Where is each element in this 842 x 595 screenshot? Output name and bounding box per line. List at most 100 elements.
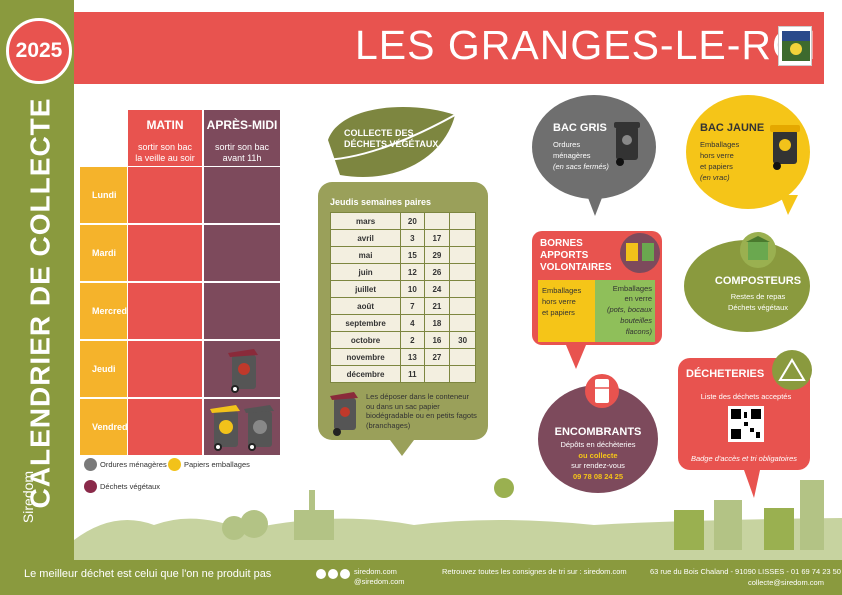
vegetal-cell-month: juillet xyxy=(329,280,402,298)
bornes-right2: en verre xyxy=(624,294,652,303)
legend-grey-dot xyxy=(84,458,97,471)
vegetal-cell-d3 xyxy=(449,314,476,332)
vegetal-cell-d1: 2 xyxy=(400,331,425,349)
decheteries-tail xyxy=(744,470,760,498)
afternoon-label: APRÈS-MIDI xyxy=(206,118,278,132)
vegetal-row: juin 12 26 xyxy=(329,263,476,281)
twitter-icon[interactable] xyxy=(328,569,338,579)
bin-vegetal-icon xyxy=(228,349,258,393)
vegetal-table: mars 20 avril 3 17 mai 15 29 juin 12 26 juillet 10 24… xyxy=(329,212,476,383)
header-bar xyxy=(74,12,824,84)
vegetal-row: mai 15 29 xyxy=(329,246,476,264)
encombrants-phone[interactable]: 09 78 08 24 25 xyxy=(572,472,624,481)
composteurs-line2: Déchets végétaux xyxy=(727,303,789,312)
vegetal-cell-d3 xyxy=(449,229,476,247)
vegetal-cell-d2 xyxy=(423,365,451,383)
fridge-icon-bg xyxy=(585,374,619,408)
vegetal-cell-d1: 20 xyxy=(400,212,425,230)
footer-retrouvez: Retrouvez toutes les consignes de tri su… xyxy=(442,567,627,576)
vegetal-cell-d3 xyxy=(449,297,476,315)
social-icons xyxy=(316,569,350,579)
vegetal-cell-d2: 16 xyxy=(423,331,451,349)
skyline-illustration xyxy=(74,478,842,562)
cell-jeudi-apresmidi xyxy=(204,341,280,397)
bin-yellow-bubble-icon xyxy=(770,125,800,170)
cell-mardi-matin xyxy=(128,225,202,281)
vegetal-cell-d3: 30 xyxy=(449,331,476,349)
vegetal-cell-month: octobre xyxy=(329,331,402,349)
footer-handle[interactable]: @siredom.com xyxy=(354,577,405,586)
bin-grey-icon xyxy=(244,405,274,451)
composteur-icon-bg xyxy=(740,232,776,268)
legend-dv: Déchets végétaux xyxy=(100,482,161,491)
vegetal-cell-d2: 17 xyxy=(423,229,451,247)
footer-email[interactable]: collecte@siredom.com xyxy=(748,578,824,587)
vegetal-cell-d1: 11 xyxy=(400,365,425,383)
vegetal-cell-month: avril xyxy=(329,229,402,247)
qr-code-icon xyxy=(731,409,761,439)
vegetal-cell-d1: 3 xyxy=(400,229,425,247)
vegetal-row: juillet 10 24 xyxy=(329,280,476,298)
vegetal-row: octobre 2 16 30 xyxy=(329,331,476,349)
bornes-left-box xyxy=(538,280,595,342)
vegetal-row: décembre 11 xyxy=(329,365,476,383)
town-name: LES GRANGES-LE-ROI xyxy=(355,22,818,68)
instagram-icon[interactable] xyxy=(340,569,350,579)
vegetal-cell-d2: 26 xyxy=(423,263,451,281)
bac-jaune-line4: (en vrac) xyxy=(700,173,730,182)
vegetal-cell-d1: 4 xyxy=(400,314,425,332)
bornes-containers-icon xyxy=(626,243,654,261)
legend-om: Ordures ménagères xyxy=(100,460,167,469)
bac-gris-line3: (en sacs fermés) xyxy=(553,162,609,171)
vegetal-cell-d1: 12 xyxy=(400,263,425,281)
vegetal-cell-d3 xyxy=(449,212,476,230)
footer-slogan: Le meilleur déchet est celui que l'on ne… xyxy=(24,568,272,580)
vegetal-cell-month: août xyxy=(329,297,402,315)
vegetal-row: septembre 4 18 xyxy=(329,314,476,332)
vegetal-cell-d1: 15 xyxy=(400,246,425,264)
composteur-icon xyxy=(746,236,770,260)
bin-vegetal-small-icon xyxy=(330,392,358,436)
vegetal-row: mars 20 xyxy=(329,212,476,230)
bornes-left3: et papiers xyxy=(542,308,575,317)
bac-gris-tail xyxy=(585,190,605,216)
decheteries-title: DÉCHETERIES xyxy=(686,368,765,380)
cell-lundi-matin xyxy=(128,167,202,223)
facebook-icon[interactable] xyxy=(316,569,326,579)
encombrants-line1: Dépôts en déchèteries xyxy=(560,440,636,449)
vegetal-cell-d2: 27 xyxy=(423,348,451,366)
bornes-title3: VOLONTAIRES xyxy=(540,262,612,273)
day-vendredi: Vendredi xyxy=(80,399,130,455)
day-mardi: Mardi xyxy=(80,225,127,281)
vegetal-note: Les déposer dans le conteneur ou dans un… xyxy=(366,392,477,430)
day-jeudi: Jeudi xyxy=(80,341,127,397)
bornes-right4: bouteilles xyxy=(620,316,652,325)
qr-code[interactable] xyxy=(728,406,764,442)
bac-jaune-line3: et papiers xyxy=(700,162,733,171)
vegetal-tail xyxy=(390,440,414,456)
footer-address: 63 rue du Bois Chaland - 91090 LISSES - … xyxy=(650,567,841,576)
morning-sub: sortir son bac la veille au soir xyxy=(135,142,195,163)
encombrants-line2: ou collecte xyxy=(578,451,618,460)
legend-plum-dot xyxy=(84,480,97,493)
vegetal-cell-month: mars xyxy=(329,212,402,230)
bornes-right3: (pots, bocaux xyxy=(606,305,652,314)
left-band xyxy=(0,0,74,595)
afternoon-sub: sortir son bac avant 11h xyxy=(214,142,270,163)
decheteries-line1: Liste des déchets acceptés xyxy=(700,392,792,401)
vegetal-cell-d1: 10 xyxy=(400,280,425,298)
bornes-left2: hors verre xyxy=(542,297,576,306)
encombrants-line3: sur rendez-vous xyxy=(571,461,625,470)
encombrants-title: ENCOMBRANTS xyxy=(554,426,642,438)
siredom-logo-vertical: Siredom xyxy=(14,452,42,542)
fridge-icon xyxy=(595,379,609,403)
cell-vendredi-apresmidi xyxy=(204,399,280,455)
bac-jaune-line2: hors verre xyxy=(700,151,734,160)
bac-gris-title: BAC GRIS xyxy=(553,122,607,134)
cell-mercredi-apresmidi xyxy=(204,283,280,339)
vegetal-cell-d3 xyxy=(449,365,476,383)
cell-mardi-apresmidi xyxy=(204,225,280,281)
calendar-title: CALENDRIER DE COLLECTE xyxy=(24,97,55,508)
composteurs-line1: Restes de repas xyxy=(730,292,786,301)
footer-site[interactable]: siredom.com xyxy=(354,567,397,576)
